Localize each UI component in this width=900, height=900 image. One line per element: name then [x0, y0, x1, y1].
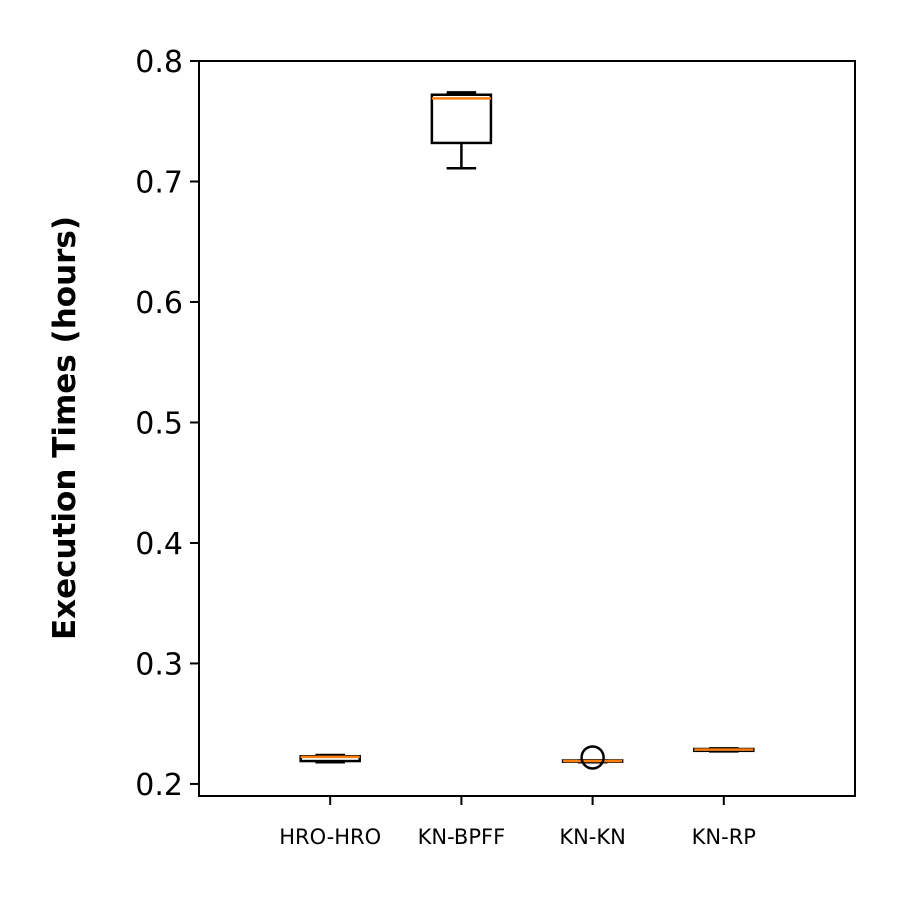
y-tick-label: 0.2 — [135, 768, 183, 803]
y-tick-label: 0.5 — [135, 406, 183, 441]
box — [430, 93, 493, 145]
y-tick-label: 0.8 — [135, 45, 183, 80]
x-tick-label: KN-KN — [559, 825, 626, 849]
y-axis-title: Execution Times (hours) — [47, 216, 83, 640]
x-tick-label: KN-RP — [692, 825, 756, 849]
plot-frame — [198, 60, 856, 797]
y-tick-label: 0.6 — [135, 286, 183, 321]
y-tick-label: 0.4 — [135, 527, 183, 562]
x-tick-label: HRO-HRO — [279, 825, 381, 849]
outlier-point — [580, 745, 605, 770]
plot-area: 0.2 0.3 0.4 0.5 0.6 0.7 0.8 HRO-HRO KN-BPFF KN-KN… — [135, 45, 756, 849]
x-tick-label: KN-BPFF — [418, 825, 506, 849]
y-tick-label: 0.7 — [135, 165, 183, 200]
y-tick-label: 0.3 — [135, 647, 183, 682]
